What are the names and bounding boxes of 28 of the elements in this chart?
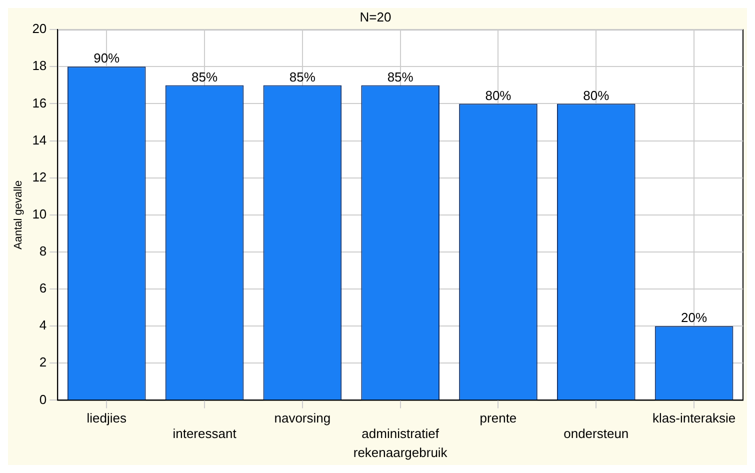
annotation: 85% xyxy=(387,69,414,84)
y-tick-label: 18 xyxy=(32,58,47,74)
annotation: 85% xyxy=(289,69,316,84)
y-tick-label: 20 xyxy=(32,21,47,36)
x-axis-title: rekenaargebruik xyxy=(353,444,448,460)
x-tick-label: klas-interaksie xyxy=(652,410,736,426)
y-tick-label: 10 xyxy=(32,206,47,222)
y-tick-label: 6 xyxy=(39,280,47,296)
x-tick-label: prente xyxy=(480,410,517,426)
x-tick-label: liedjies xyxy=(86,410,127,426)
y-tick-label: 16 xyxy=(32,95,47,110)
y-axis-title: Aantal gevalle xyxy=(12,180,25,250)
annotation: 80% xyxy=(583,88,610,103)
annotation: 90% xyxy=(94,50,120,66)
y-tick-label: 12 xyxy=(32,169,47,184)
x-tick-label: interessant xyxy=(172,426,237,442)
x-tick-label: administratief xyxy=(362,426,440,442)
x-tick-label: navorsing xyxy=(274,410,331,426)
chart-title: N=20 xyxy=(360,9,392,24)
annotation: 20% xyxy=(681,310,708,326)
y-tick-label: 2 xyxy=(39,354,47,370)
y-tick-label: 4 xyxy=(39,318,47,333)
annotation: 85% xyxy=(192,69,218,84)
y-tick-label: 14 xyxy=(32,132,47,148)
y-tick-label: 8 xyxy=(39,244,47,259)
y-tick-label: 0 xyxy=(39,392,47,407)
annotation: 80% xyxy=(485,88,512,103)
x-tick-label: ondersteun xyxy=(564,426,629,442)
